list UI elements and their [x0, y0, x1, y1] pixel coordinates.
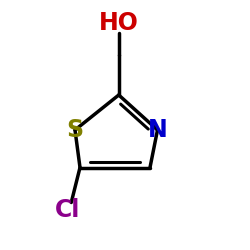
Text: N: N	[148, 118, 168, 142]
Text: HO: HO	[99, 10, 139, 34]
Text: Cl: Cl	[55, 198, 80, 222]
Text: S: S	[66, 118, 84, 142]
